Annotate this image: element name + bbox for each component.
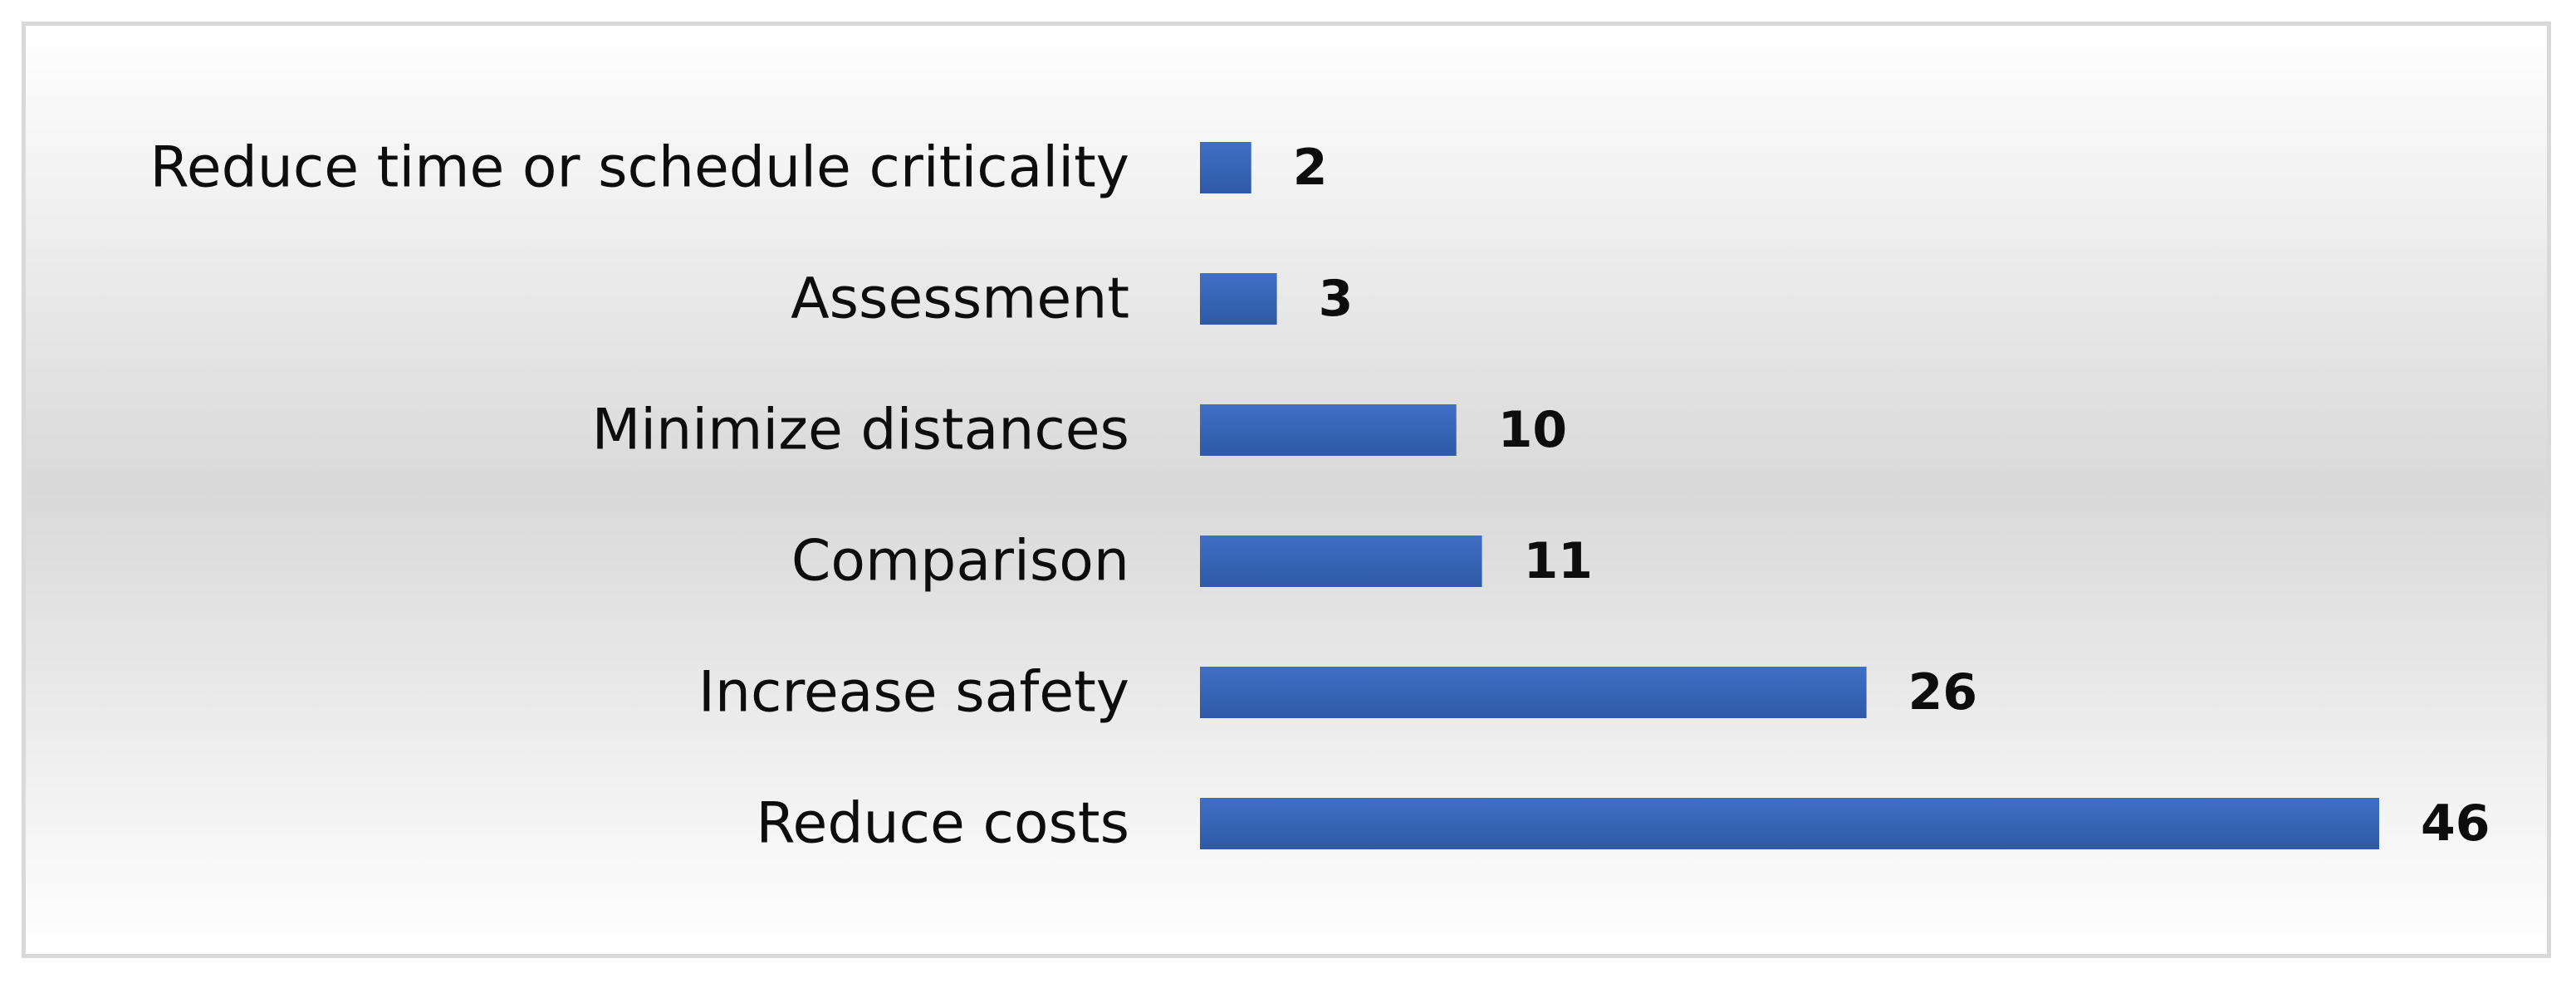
bar <box>1200 798 2379 849</box>
category-labels: Reduce time or schedule criticality Asses… <box>150 135 1129 857</box>
bars-group <box>1200 142 2379 849</box>
value-labels: 2 3 10 11 26 46 <box>1293 139 2490 853</box>
bar <box>1200 142 1251 193</box>
category-label: Assessment <box>791 267 1129 332</box>
data-label: 3 <box>1319 270 1354 328</box>
category-label: Minimize distances <box>592 398 1129 463</box>
category-label: Increase safety <box>698 660 1129 726</box>
bar <box>1200 273 1277 325</box>
category-label: Reduce costs <box>756 791 1129 857</box>
category-label: Reduce time or schedule criticality <box>150 135 1129 201</box>
bar <box>1200 404 1457 456</box>
data-label: 11 <box>1524 532 1594 590</box>
bar <box>1200 667 1867 718</box>
category-label: Comparison <box>791 529 1129 594</box>
bar <box>1200 536 1482 587</box>
data-label: 10 <box>1498 401 1568 459</box>
data-label: 26 <box>1908 663 1978 721</box>
data-label: 46 <box>2421 795 2490 853</box>
data-label: 2 <box>1293 139 1328 197</box>
